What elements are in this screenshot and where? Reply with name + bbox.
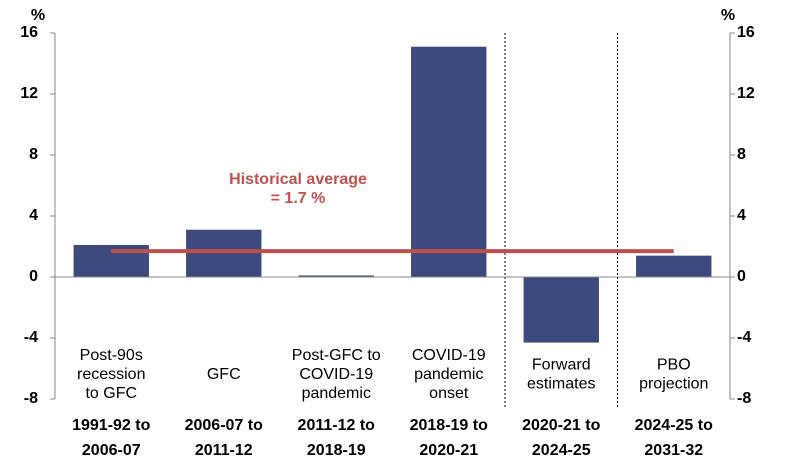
period-label: projection	[639, 376, 708, 393]
x-tick-label: 2006-07 to	[185, 417, 263, 434]
y-tick-label: 0	[29, 268, 38, 285]
x-tick-label: 2020-21	[419, 442, 478, 459]
period-label: pandemic	[414, 366, 483, 383]
x-tick-label: 2024-25 to	[635, 417, 713, 434]
x-tick-label: 2031-32	[644, 442, 703, 459]
y-tick-label: 12	[20, 85, 38, 102]
y2-tick-label: 12	[737, 85, 755, 102]
period-label: COVID-19	[412, 347, 486, 364]
average-label: Historical average	[229, 171, 367, 188]
y-tick-label: -8	[24, 390, 38, 407]
x-tick-label: 2006-07	[82, 442, 141, 459]
period-label: to GFC	[85, 385, 137, 402]
x-tick-label: 2024-25	[532, 442, 591, 459]
period-label: estimates	[527, 376, 595, 393]
bar	[636, 255, 712, 277]
period-label: recession	[77, 366, 145, 383]
y2-unit: %	[721, 7, 735, 24]
average-label: = 1.7 %	[271, 190, 326, 207]
period-label: pandemic	[302, 385, 371, 402]
y2-tick-label: 4	[737, 207, 746, 224]
period-label: Post-GFC to	[292, 347, 381, 364]
period-label: COVID-19	[299, 366, 373, 383]
y-tick-label: 8	[29, 146, 38, 163]
bar	[523, 277, 599, 343]
bar	[186, 229, 262, 277]
y2-tick-label: 0	[737, 268, 746, 285]
x-tick-label: 2011-12 to	[298, 417, 376, 434]
period-label: GFC	[207, 366, 241, 383]
period-label: onset	[429, 385, 469, 402]
x-tick-label: 2011-12	[195, 442, 253, 459]
y-unit: %	[31, 7, 45, 24]
bar	[298, 275, 374, 277]
period-label: Post-90s	[80, 347, 143, 364]
y-tick-label: 4	[29, 207, 38, 224]
period-label: Forward	[532, 357, 591, 374]
x-tick-label: 2020-21 to	[522, 417, 600, 434]
x-tick-label: 2018-19	[307, 442, 366, 459]
y2-tick-label: -4	[737, 329, 751, 346]
bar	[411, 46, 487, 277]
period-label: PBO	[657, 357, 691, 374]
y2-tick-label: 16	[737, 24, 755, 41]
x-tick-label: 1991-92 to	[72, 417, 150, 434]
y-tick-label: -4	[24, 329, 38, 346]
y2-tick-label: 8	[737, 146, 746, 163]
y2-tick-label: -8	[737, 390, 751, 407]
y-tick-label: 16	[20, 24, 38, 41]
x-tick-label: 2018-19 to	[410, 417, 488, 434]
